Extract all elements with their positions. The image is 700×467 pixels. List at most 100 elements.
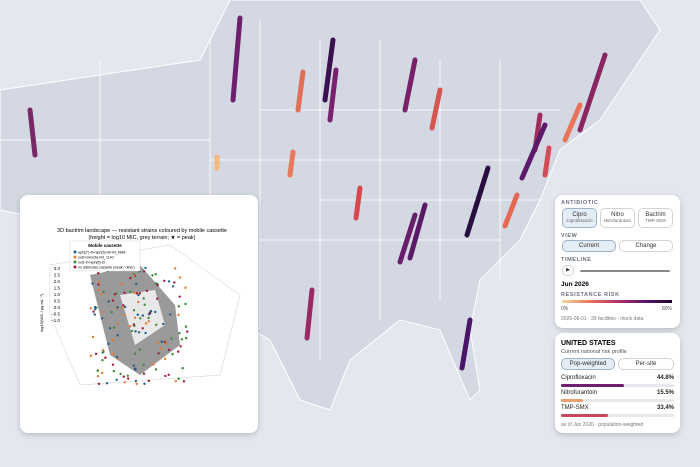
antibiotic-button[interactable]: Cipro Ciprofloxacin bbox=[562, 208, 597, 228]
legend-marker bbox=[73, 255, 77, 259]
strain-point bbox=[155, 297, 159, 300]
strain-point bbox=[159, 347, 162, 350]
strain-point bbox=[89, 306, 92, 310]
z-tick-label: 1.0 bbox=[54, 292, 61, 297]
z-axis-label: log10(MIC / µg·mL⁻¹) bbox=[39, 293, 44, 332]
strain-point bbox=[97, 280, 100, 284]
strain-point bbox=[174, 380, 178, 383]
timeline-label: TIMELINE bbox=[561, 257, 592, 263]
strain-point bbox=[132, 309, 136, 312]
legend-entry: sul2+mmr(A)+Int_1140 bbox=[78, 256, 114, 260]
profile-subtitle: Current national risk profile bbox=[561, 349, 627, 355]
antibiotic-full: Ciprofloxacin bbox=[566, 218, 593, 223]
strain-point bbox=[91, 335, 95, 339]
play-button[interactable]: ▶ bbox=[562, 265, 574, 276]
strain-point bbox=[138, 292, 142, 295]
antibiotic-button[interactable]: Nitro Nitrofurantoin bbox=[600, 208, 635, 228]
view-change[interactable]: Change bbox=[619, 240, 673, 252]
legend-title: Mobile cassette bbox=[88, 243, 122, 248]
antibiotic-name: Nitro bbox=[611, 212, 624, 218]
strain-point bbox=[122, 375, 125, 378]
strain-point bbox=[93, 306, 97, 309]
strain-point bbox=[154, 272, 157, 276]
strain-point bbox=[115, 378, 118, 381]
strain-point bbox=[173, 281, 176, 284]
strain-point bbox=[184, 302, 187, 306]
z-tick-label: 0.0 bbox=[54, 305, 61, 310]
strain-point bbox=[173, 267, 177, 270]
strain-point bbox=[97, 272, 100, 275]
risk-bar bbox=[561, 384, 625, 387]
strain-point bbox=[111, 299, 115, 302]
view-current[interactable]: Current bbox=[562, 240, 616, 252]
legend-entry: aph(3'')-Ib+aph(6)-Id+Int_4648 bbox=[78, 251, 126, 255]
strain-point bbox=[167, 280, 171, 283]
strain-point bbox=[93, 308, 97, 311]
timeline-slider[interactable] bbox=[580, 270, 670, 272]
strain-point bbox=[110, 311, 113, 314]
strain-point bbox=[122, 304, 125, 307]
z-tick-label: 2.5 bbox=[54, 273, 61, 278]
strain-point bbox=[129, 324, 132, 328]
strain-point bbox=[123, 313, 126, 317]
mode-pop[interactable]: Pop-weighted bbox=[561, 358, 615, 370]
risk-label: RESISTANCE RISK bbox=[561, 292, 620, 298]
strain-point bbox=[100, 293, 103, 296]
state-borders bbox=[0, 20, 560, 360]
antibiotic-name: Bactrim bbox=[645, 212, 666, 218]
strain-point bbox=[163, 357, 167, 361]
inset-plot: 3D bactrim landscape — resistant strains… bbox=[20, 195, 258, 433]
strain-point bbox=[123, 381, 126, 384]
drug-value: 15.5% bbox=[656, 390, 674, 396]
antibiotic-button[interactable]: Bactrim TMP-SMX bbox=[638, 208, 673, 228]
inset-title: 3D bactrim landscape — resistant strains… bbox=[57, 228, 227, 234]
strain-point bbox=[129, 290, 132, 293]
strain-point bbox=[181, 367, 184, 370]
strain-point bbox=[136, 313, 140, 316]
strain-point bbox=[141, 327, 144, 330]
drug-name: Nitrofurantoin bbox=[561, 390, 598, 396]
strain-point bbox=[127, 377, 130, 380]
strain-point bbox=[178, 276, 182, 279]
strain-point bbox=[117, 357, 120, 360]
strain-point bbox=[116, 334, 119, 337]
strain-point bbox=[180, 338, 184, 341]
strain-point bbox=[184, 336, 188, 340]
strain-point bbox=[142, 297, 145, 300]
strain-point bbox=[97, 382, 101, 386]
strain-point bbox=[177, 313, 180, 317]
strain-point bbox=[141, 314, 145, 317]
legend-entry: sul1-tn+aph(6)-Id bbox=[78, 261, 105, 265]
strain-point bbox=[113, 326, 116, 329]
strain-point bbox=[170, 337, 173, 340]
strain-point bbox=[167, 348, 171, 352]
footnote: 2026-06-01 · 39 facilities · mock data bbox=[561, 316, 644, 322]
risk-row: TMP-SMX 33.4% bbox=[561, 405, 674, 418]
risk-row: Ciprofloxacin 44.8% bbox=[561, 375, 674, 388]
legend-marker bbox=[73, 265, 77, 269]
risk-row: Nitrofurantoin 15.5% bbox=[561, 390, 674, 403]
strain-point bbox=[115, 355, 119, 359]
mode-site[interactable]: Per-site bbox=[618, 358, 674, 370]
strain-point bbox=[151, 274, 154, 277]
strain-point bbox=[143, 382, 146, 385]
strain-point bbox=[130, 329, 134, 333]
strain-point bbox=[93, 313, 96, 316]
strain-point bbox=[97, 289, 100, 292]
strain-point bbox=[147, 316, 150, 320]
drug-name: Ciprofloxacin bbox=[561, 375, 596, 381]
risk-spikes bbox=[27, 15, 608, 371]
scale-max: 80% bbox=[661, 306, 672, 312]
strain-point bbox=[123, 291, 126, 295]
strain-point bbox=[112, 352, 115, 355]
antibiotic-label: ANTIBIOTIC bbox=[561, 200, 599, 206]
view-label: VIEW bbox=[561, 233, 578, 239]
strain-point bbox=[113, 293, 116, 296]
strain-point bbox=[184, 286, 187, 289]
strain-point bbox=[145, 289, 149, 293]
strain-point bbox=[129, 276, 132, 280]
antibiotic-full: TMP-SMX bbox=[645, 218, 666, 223]
strain-point bbox=[133, 367, 137, 370]
antibiotic-full: Nitrofurantoin bbox=[603, 218, 631, 223]
strain-point bbox=[133, 316, 137, 319]
